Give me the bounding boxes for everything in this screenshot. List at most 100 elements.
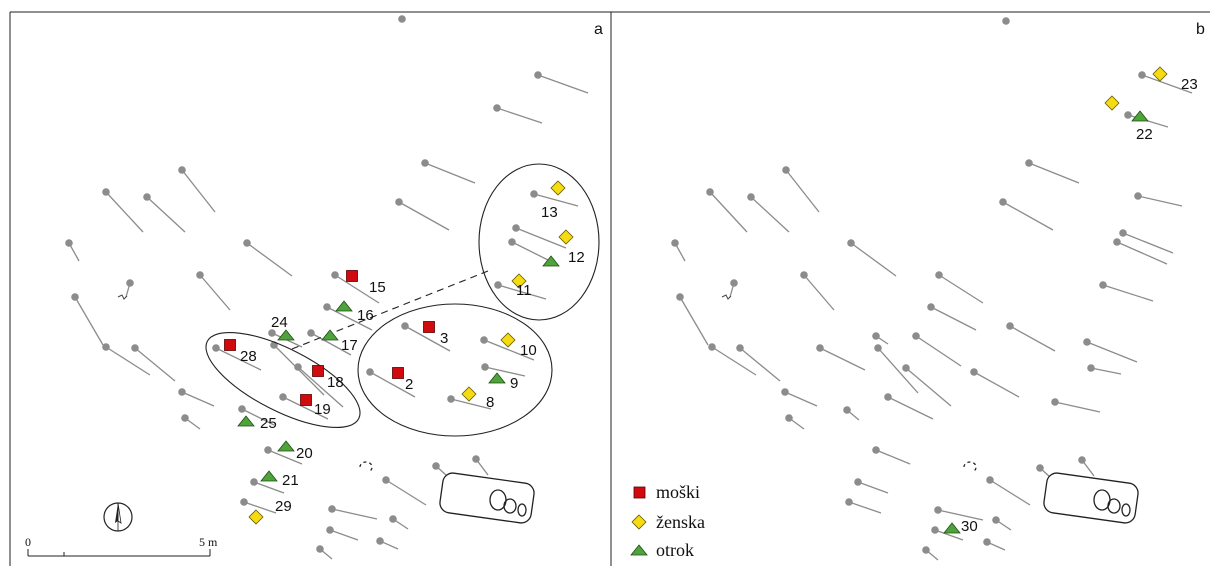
female-diamond-icon xyxy=(461,386,477,402)
child-triangle-icon xyxy=(277,329,295,341)
grave-axis xyxy=(937,509,984,521)
burial-number-label: 11 xyxy=(516,282,532,299)
grave-axis xyxy=(331,508,378,520)
grave-axis xyxy=(1141,74,1193,94)
grave-marker xyxy=(178,388,186,396)
panel-letter-a: a xyxy=(594,21,603,38)
legend-female-diamond-icon xyxy=(631,514,647,530)
scale-start-label: 0 xyxy=(25,535,31,549)
grave-marker xyxy=(1138,71,1146,79)
grave-marker xyxy=(671,239,679,247)
grave-axis xyxy=(784,391,818,407)
grave-axis xyxy=(973,371,1020,398)
grave-axis xyxy=(905,367,952,407)
grave-axis xyxy=(310,332,352,356)
grave-axis xyxy=(282,396,329,420)
group-ellipse-east xyxy=(357,303,553,437)
grave-axis xyxy=(1002,201,1054,231)
grave-axis xyxy=(739,347,781,382)
female-diamond-icon xyxy=(550,180,566,196)
grave-marker xyxy=(800,271,808,279)
grave-axis xyxy=(750,196,790,233)
legend-child-label: otrok xyxy=(656,540,694,560)
grave-marker xyxy=(872,332,880,340)
grave-marker xyxy=(131,344,139,352)
grave-marker xyxy=(472,455,480,463)
grave-marker xyxy=(816,344,824,352)
stone-grave-a xyxy=(439,472,535,524)
legend-male-label: moški xyxy=(656,482,700,502)
grave-marker xyxy=(927,303,935,311)
grave-marker xyxy=(508,238,516,246)
grave-marker xyxy=(421,159,429,167)
grave-marker xyxy=(843,406,851,414)
grave-marker xyxy=(323,303,331,311)
grave-marker xyxy=(1083,338,1091,346)
grave-axis xyxy=(857,481,889,494)
frame xyxy=(9,11,1210,566)
male-square-icon xyxy=(392,367,404,379)
grave-axis xyxy=(450,398,492,410)
grave-marker xyxy=(126,279,134,287)
north-arrow-icon xyxy=(103,502,133,532)
grave-marker xyxy=(181,414,189,422)
grave-axis xyxy=(105,346,151,376)
grave-axis xyxy=(887,396,934,420)
graves-panel-a xyxy=(65,15,589,560)
stone-grave-b xyxy=(1043,472,1139,524)
dashed-feature-b xyxy=(963,461,977,473)
legend-child-triangle-icon xyxy=(630,544,648,556)
grave-axis xyxy=(1116,241,1168,265)
grave-marker xyxy=(912,332,920,340)
grave-marker xyxy=(1087,364,1095,372)
group-ellipse-north xyxy=(478,163,600,321)
grave-marker xyxy=(935,271,943,279)
burial-number-label: 23 xyxy=(1181,76,1198,93)
grave-marker xyxy=(1099,281,1107,289)
grave-marker xyxy=(268,329,276,337)
grave-marker xyxy=(240,498,248,506)
grave-axis xyxy=(989,479,1031,506)
grave-marker xyxy=(212,344,220,352)
grave-axis xyxy=(215,347,262,371)
female-diamond-icon xyxy=(1104,95,1120,111)
burial-numbers-b: 23 22 30 xyxy=(961,76,1198,535)
grave-axis xyxy=(181,169,216,213)
zigzag-feature-a xyxy=(117,294,128,300)
grave-marker xyxy=(999,198,1007,206)
grave-marker xyxy=(279,393,287,401)
burial-number-label: 17 xyxy=(341,337,358,354)
grave-marker xyxy=(1036,464,1044,472)
grave-axis xyxy=(1102,284,1154,302)
grave-axis xyxy=(267,449,303,465)
grave-marker xyxy=(512,224,520,232)
grave-marker xyxy=(102,343,110,351)
group-ellipse-west xyxy=(205,331,361,429)
grave-marker xyxy=(847,239,855,247)
male-square-icon xyxy=(346,270,358,282)
grave-axis xyxy=(105,191,144,233)
grave-axis xyxy=(181,391,215,407)
grave-marker xyxy=(328,505,336,513)
female-diamond-icon xyxy=(500,332,516,348)
grave-axis xyxy=(334,274,380,304)
burial-symbols xyxy=(224,66,1168,534)
burial-number-label: 20 xyxy=(296,445,313,462)
female-diamond-icon xyxy=(1152,66,1168,82)
child-triangle-icon xyxy=(321,329,339,341)
dashed-feature-a xyxy=(359,461,373,473)
grave-axis xyxy=(424,162,476,184)
grave-marker xyxy=(102,188,110,196)
grave-marker xyxy=(747,193,755,201)
grave-axis xyxy=(934,529,964,541)
grave-marker xyxy=(922,546,930,554)
grave-marker xyxy=(931,526,939,534)
grave-axis xyxy=(1009,325,1056,352)
grave-marker xyxy=(366,368,374,376)
grave-axis xyxy=(930,306,977,331)
grave-marker xyxy=(1078,456,1086,464)
grave-marker xyxy=(71,293,79,301)
burial-number-label: 3 xyxy=(440,330,448,347)
